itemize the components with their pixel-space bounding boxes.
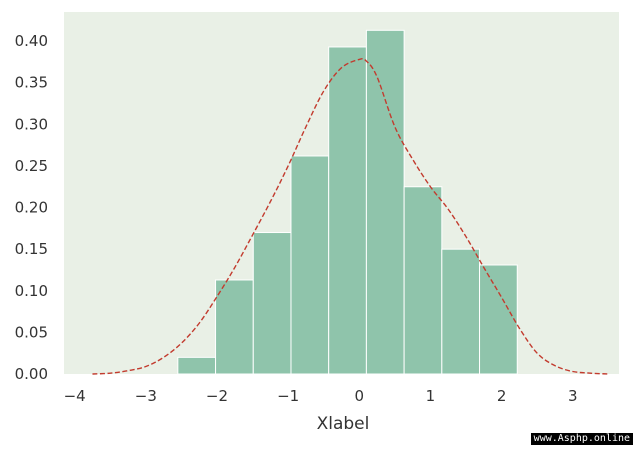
x-axis-label: Xlabel [317, 414, 370, 434]
y-tick-label: 0.05 [15, 323, 48, 341]
y-tick-label: 0.40 [15, 32, 48, 50]
watermark-text: 知乎 @python生物人 [425, 405, 562, 422]
x-tick-labels: −4 −3 −2 −1 0 1 2 3 [64, 387, 578, 405]
histogram-bar-0 [177, 356, 217, 375]
y-tick-label: 0.20 [15, 199, 48, 217]
histogram-bar-8 [479, 264, 518, 375]
x-tick-label: 0 [355, 387, 365, 405]
histogram-bar-7 [441, 248, 481, 375]
bars-layer [177, 29, 518, 375]
x-tick-label: −3 [135, 387, 157, 405]
x-tick-label: −1 [277, 387, 299, 405]
y-tick-label: 0.35 [15, 74, 48, 92]
histogram-bar-3 [290, 155, 330, 375]
histogram-bar-2 [252, 232, 292, 375]
watermark-site: www.Asphp.online [530, 433, 633, 445]
y-tick-label: 0.25 [15, 157, 48, 175]
histogram-bar-6 [403, 186, 443, 375]
y-tick-label: 0.30 [15, 115, 48, 133]
x-tick-label: −4 [64, 387, 86, 405]
x-tick-label: −2 [206, 387, 228, 405]
x-tick-label: 3 [568, 387, 578, 405]
y-tick-label: 0.00 [15, 365, 48, 383]
x-tick-label: 1 [426, 387, 436, 405]
histogram-bar-1 [215, 279, 254, 375]
histogram-bar-4 [328, 46, 367, 375]
histogram-bar-5 [365, 29, 405, 375]
y-tick-labels: 0.00 0.05 0.10 0.15 0.20 0.25 0.30 0.35 0.40 [15, 32, 48, 383]
kde-curve [92, 58, 609, 375]
x-tick-label: 2 [497, 387, 507, 405]
y-tick-label: 0.15 [15, 240, 48, 258]
y-tick-label: 0.10 [15, 282, 48, 300]
